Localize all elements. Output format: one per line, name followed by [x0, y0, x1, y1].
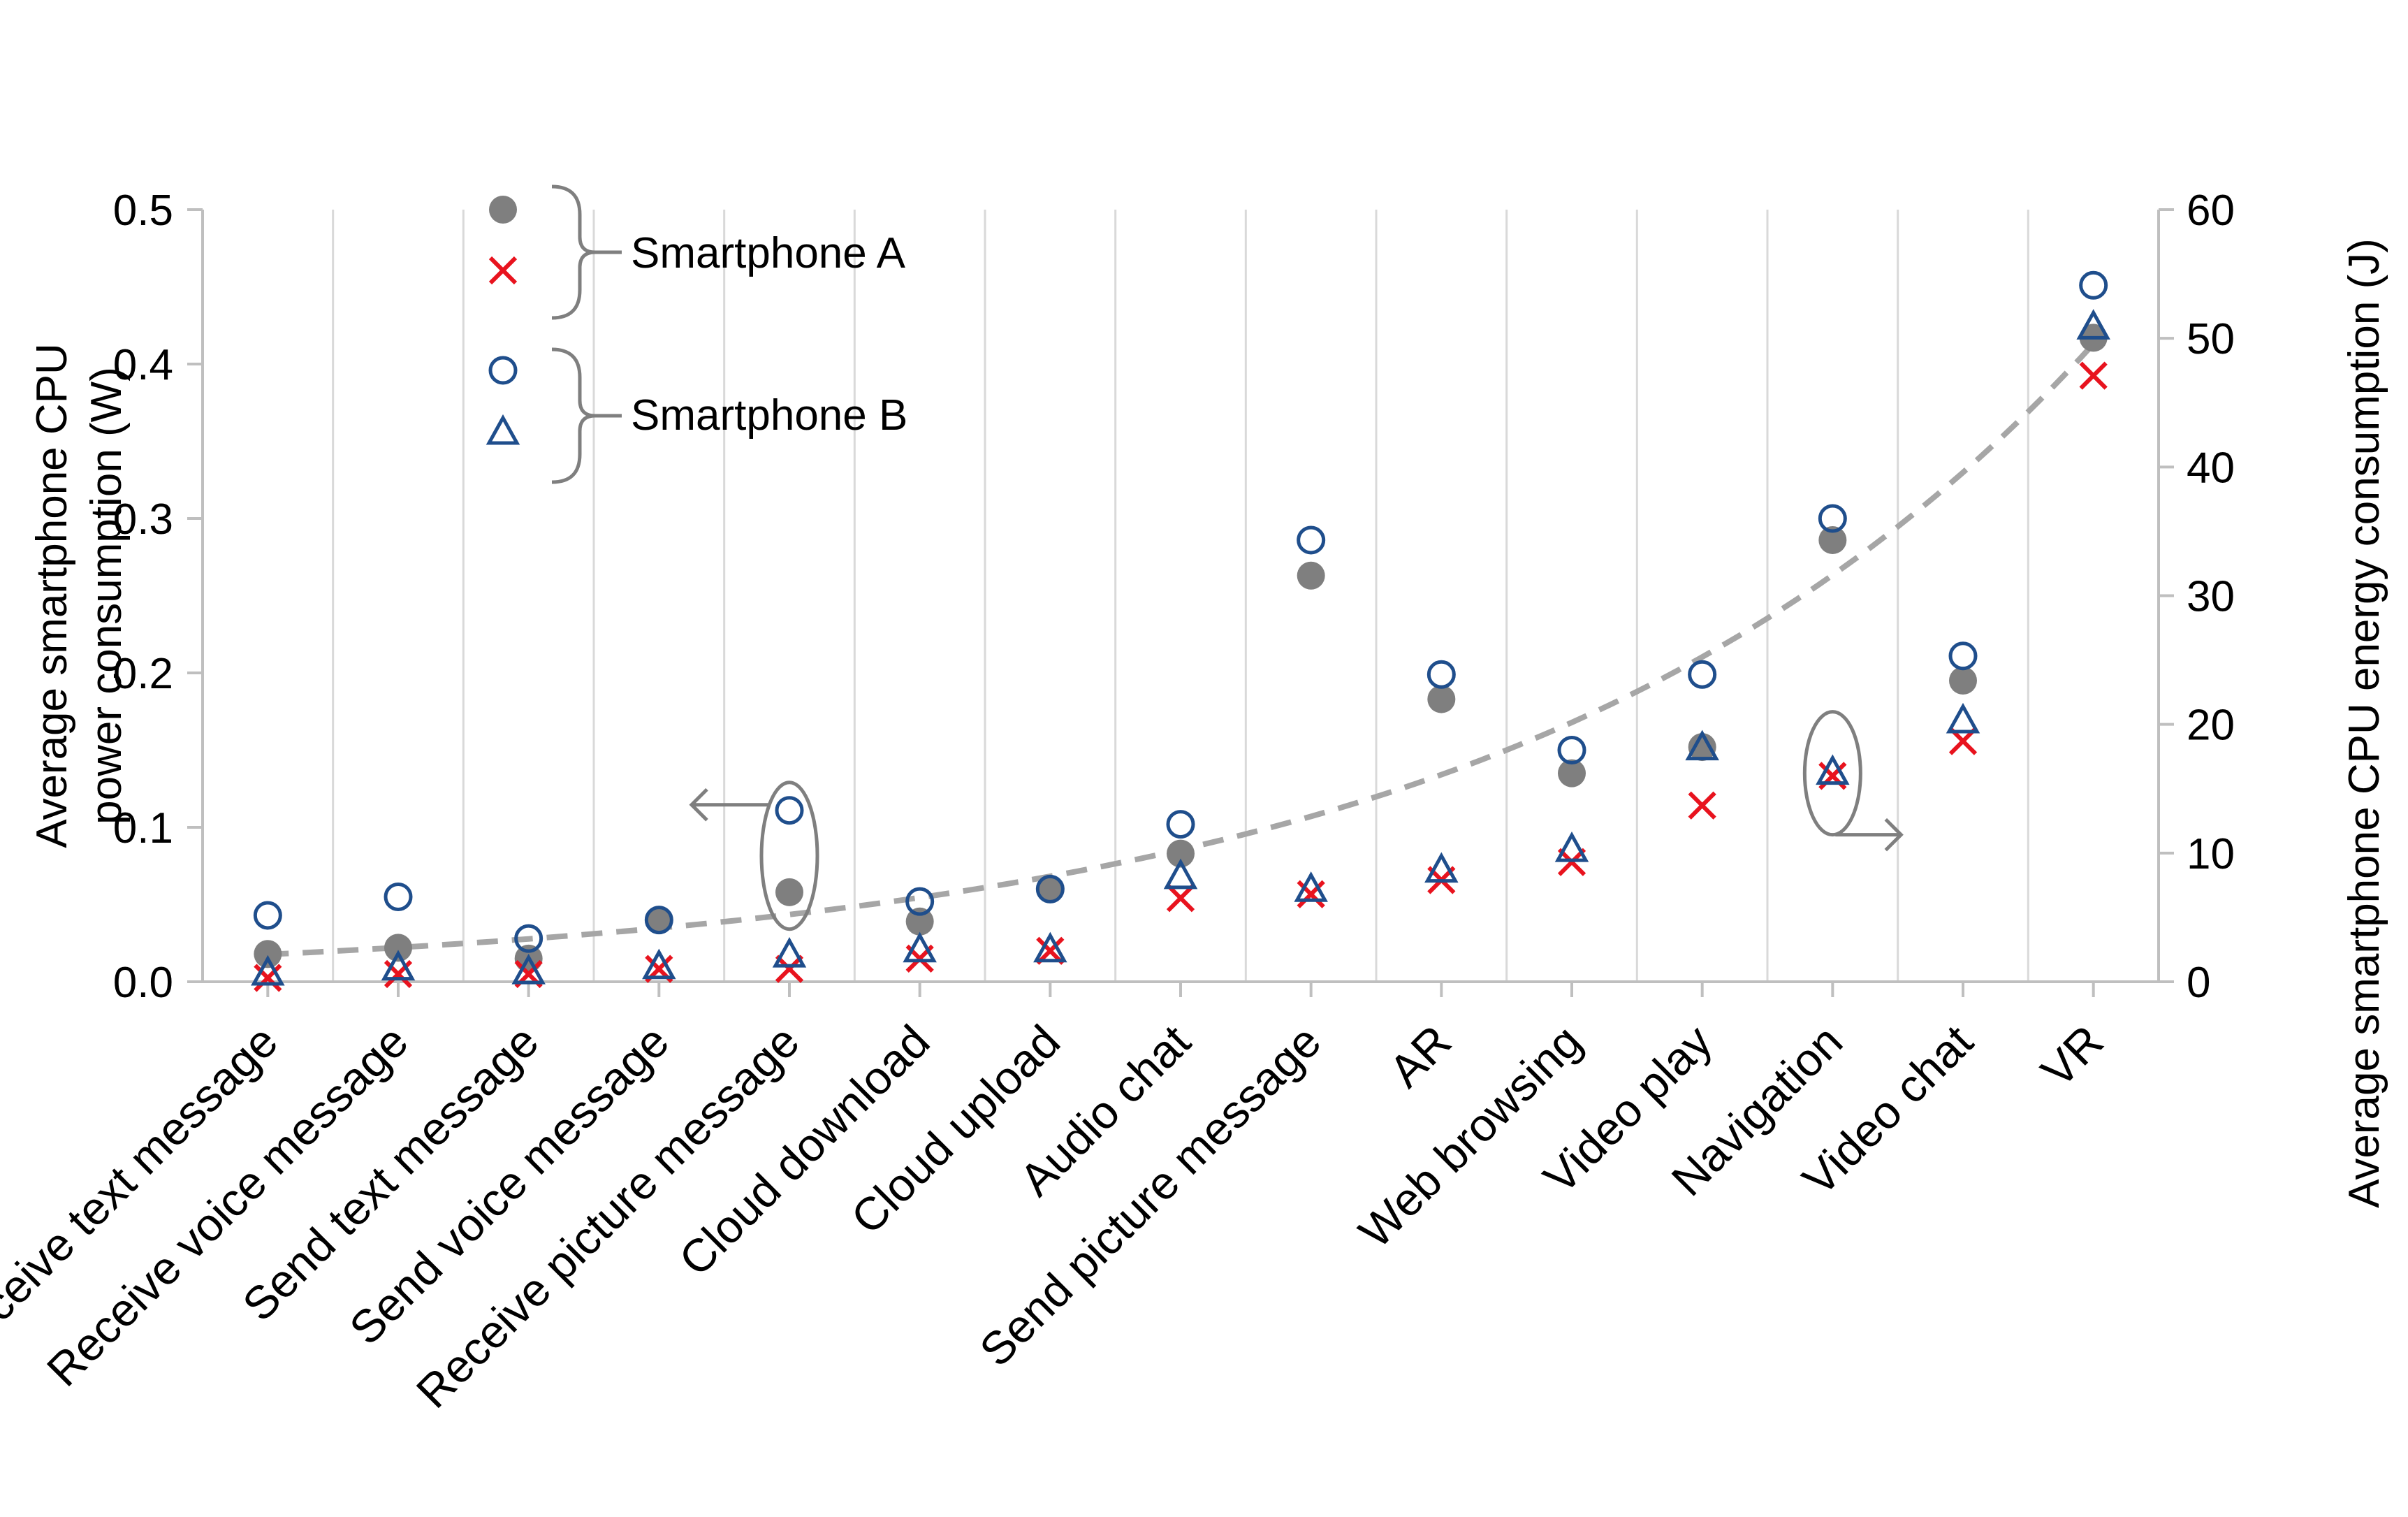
- smartphone-a-energy-point: [2079, 361, 2108, 390]
- smartphone-b-energy-point: [2076, 309, 2110, 340]
- smartphone-a-power-point: [1949, 667, 1977, 695]
- smartphone-a-power-point: [905, 907, 934, 936]
- legend: Smartphone A Smartphone B: [486, 184, 907, 484]
- smartphone-b-energy-point: [772, 937, 807, 968]
- y-right-tick-label: 50: [2187, 315, 2235, 363]
- legend-smartphone-a-energy-marker: [488, 256, 518, 285]
- smartphone-b-power-point: [775, 796, 804, 825]
- smartphone-a-energy-point: [254, 964, 282, 992]
- y-right-tick-label: 40: [2187, 444, 2235, 492]
- smartphone-a-power-point: [384, 934, 412, 962]
- smartphone-a-power-point: [254, 940, 282, 968]
- smartphone-b-power-point: [1948, 641, 1978, 671]
- smartphone-a-energy-point: [775, 955, 804, 983]
- smartphone-b-energy-point: [381, 950, 416, 981]
- smartphone-a-power-point: [1427, 685, 1456, 713]
- legend-label-smartphone-b: Smartphone B: [631, 391, 907, 440]
- y-right-tick-label: 10: [2187, 830, 2235, 878]
- smartphone-a-energy-point: [1297, 880, 1325, 908]
- smartphone-b-energy-point: [1294, 871, 1328, 902]
- y-left-axis-title-line: power consumption (W): [82, 367, 131, 825]
- smartphone-a-power-point: [1297, 561, 1325, 590]
- smartphone-b-energy-point: [1554, 832, 1589, 862]
- y-left-tick-label: 0.0: [113, 959, 173, 1007]
- y-right-tick-label: 30: [2187, 573, 2235, 621]
- smartphone-b-power-point: [2079, 270, 2108, 300]
- y-left-tick-label: 0.5: [113, 187, 173, 235]
- smartphone-b-power-point: [644, 906, 673, 935]
- smartphone-a-power-point: [1688, 733, 1716, 762]
- y-left-axis-title-line: Average smartphone CPU: [28, 343, 76, 848]
- left-axis-indicator-arrow-head: [689, 787, 708, 822]
- smartphone-b-power-point: [1426, 660, 1456, 689]
- smartphone-b-energy-point: [903, 931, 937, 963]
- smartphone-b-energy-point: [511, 953, 546, 985]
- smartphone-b-energy-point: [1946, 702, 1980, 734]
- smartphone-b-energy-point: [1163, 858, 1198, 890]
- x-tick-label: Web browsing: [1349, 1015, 1591, 1258]
- smartphone-b-power-point: [514, 924, 543, 953]
- smartphone-b-power-point: [1297, 525, 1326, 555]
- smartphone-a-power-point: [1558, 759, 1586, 787]
- legend-smartphone-b-energy-marker: [486, 414, 520, 445]
- legend-label-smartphone-a: Smartphone A: [631, 229, 906, 277]
- smartphone-a-power-point: [645, 906, 673, 934]
- annotations: [689, 710, 1904, 931]
- y-right-axis-title: Average smartphone CPU energy consumptio…: [2340, 238, 2388, 1208]
- legend-smartphone-b-power-marker: [488, 356, 518, 385]
- right-axis-indicator-arrow-head: [1884, 818, 1904, 852]
- smartphone-b-power-point: [1035, 874, 1065, 903]
- smartphone-a-power-point: [1818, 525, 1847, 554]
- smartphone-a-power-point: [1036, 875, 1065, 903]
- right-axis-indicator-ellipse: [1802, 710, 1862, 837]
- left-axis-indicator-ellipse: [759, 781, 819, 931]
- smartphone-b-power-point: [1818, 504, 1847, 533]
- smartphone-b-power-point: [1166, 810, 1195, 839]
- smartphone-b-energy-point: [642, 948, 676, 980]
- smartphone-a-energy-point: [1688, 791, 1716, 820]
- y-left-axis-title: Average smartphone CPU power consumption …: [28, 343, 131, 848]
- x-tick-label: VR: [2031, 1015, 2113, 1097]
- y-left-tick-label: 0.3: [113, 495, 173, 544]
- data-marks: [251, 270, 2110, 992]
- smartphone-b-energy-point: [251, 955, 285, 986]
- legend-brace-b: [551, 347, 596, 484]
- smartphone-b-energy-point: [1424, 852, 1459, 883]
- y-left-tick-label: 0.2: [113, 650, 173, 698]
- smartphone-a-energy-point: [1166, 884, 1195, 913]
- y-right-tick-label: 0: [2187, 959, 2210, 1007]
- smartphone-a-power-point: [775, 878, 803, 906]
- smartphone-b-power-point: [905, 887, 935, 916]
- y-right-tick-label: 60: [2187, 187, 2235, 235]
- smartphone-a-power-point: [1167, 839, 1195, 868]
- smartphone-b-power-point: [1557, 736, 1586, 764]
- x-tick-label: AR: [1379, 1015, 1461, 1097]
- smartphone-b-energy-point: [1685, 730, 1719, 761]
- y-right-tick-label: 20: [2187, 702, 2235, 750]
- grid-lines: [332, 210, 2029, 982]
- smartphone-b-power-point: [384, 882, 413, 911]
- smartphone-b-power-point: [1688, 660, 1717, 689]
- smartphone-b-power-point: [253, 901, 282, 930]
- legend-smartphone-a-power-marker: [489, 196, 517, 224]
- y-left-tick-label: 0.1: [113, 804, 173, 852]
- legend-brace-a: [551, 184, 596, 320]
- y-left-tick-label: 0.4: [113, 341, 173, 389]
- smartphone-b-energy-point: [1816, 754, 1850, 785]
- smartphone-b-energy-point: [1033, 931, 1067, 963]
